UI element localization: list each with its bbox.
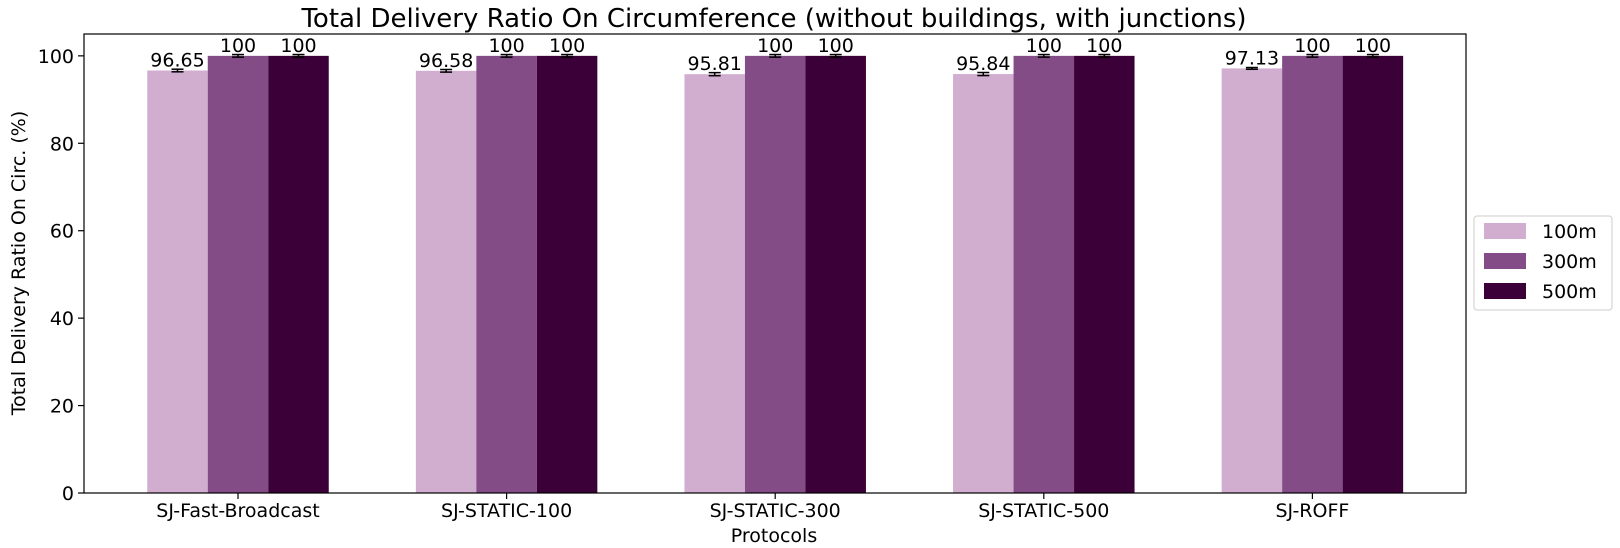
bar-100m-SJ-ROFF	[1221, 68, 1283, 494]
error-bar-500m-SJ-Fast-Broadcast	[292, 53, 305, 58]
error-bar-300m-SJ-Fast-Broadcast	[232, 53, 244, 58]
bar-100m-SJ-STATIC-500	[953, 74, 1014, 493]
error-bar-500m-SJ-STATIC-300	[829, 53, 842, 58]
value-label-300m-SJ-STATIC-300: 100	[757, 35, 793, 57]
bar-500m-SJ-ROFF	[1342, 55, 1404, 494]
bar-500m-SJ-STATIC-500	[1074, 55, 1135, 494]
value-label-100m-SJ-STATIC-300: 95.81	[687, 53, 741, 75]
value-label-300m-SJ-STATIC-100: 100	[488, 35, 524, 57]
chart-title: Total Delivery Ratio On Circumference (w…	[300, 4, 1246, 34]
error-bar-300m-SJ-STATIC-500	[1037, 53, 1050, 58]
value-label-100m-SJ-Fast-Broadcast: 96.65	[150, 50, 204, 72]
x-axis-label: Protocols	[731, 525, 817, 547]
error-bar-100m-SJ-ROFF	[1245, 66, 1258, 71]
bar-500m-SJ-STATIC-300	[805, 55, 866, 494]
error-bar-500m-SJ-STATIC-500	[1098, 53, 1111, 58]
value-label-300m-SJ-ROFF: 100	[1294, 35, 1330, 57]
y-tick-label: 60	[50, 221, 74, 243]
legend-label-300m: 300m	[1542, 251, 1597, 273]
error-bar-100m-SJ-STATIC-300	[708, 71, 721, 77]
bar-300m-SJ-STATIC-100	[476, 55, 537, 494]
error-bar-100m-SJ-STATIC-500	[977, 71, 990, 77]
y-tick-label: 40	[50, 308, 74, 330]
bar-300m-SJ-ROFF	[1282, 55, 1343, 494]
legend-swatch-300m	[1484, 253, 1526, 269]
error-bar-300m-SJ-STATIC-100	[500, 53, 513, 58]
x-tick-label-SJ-STATIC-500: SJ-STATIC-500	[978, 500, 1109, 522]
y-tick-label: 100	[38, 46, 74, 68]
error-bar-500m-SJ-ROFF	[1366, 53, 1379, 58]
legend: 100m 300m 500m	[1473, 215, 1613, 311]
bar-100m-SJ-STATIC-100	[415, 70, 477, 493]
value-label-500m-SJ-ROFF: 100	[1355, 35, 1391, 57]
legend-swatch-500m	[1484, 283, 1526, 299]
y-tick-label: 20	[50, 396, 74, 418]
bar-500m-SJ-Fast-Broadcast	[268, 55, 329, 494]
value-label-100m-SJ-ROFF: 97.13	[1225, 47, 1279, 69]
value-label-300m-SJ-STATIC-500: 100	[1026, 35, 1062, 57]
value-label-100m-SJ-STATIC-100: 96.58	[419, 50, 473, 72]
bars-group	[147, 55, 1404, 494]
value-label-500m-SJ-STATIC-500: 100	[1086, 35, 1122, 57]
legend-label-100m: 100m	[1542, 221, 1597, 243]
error-bar-100m-SJ-STATIC-100	[440, 68, 453, 73]
error-bar-300m-SJ-STATIC-300	[769, 53, 782, 58]
error-bar-300m-SJ-ROFF	[1306, 53, 1319, 58]
bar-300m-SJ-STATIC-500	[1013, 55, 1075, 494]
legend-swatch-100m	[1484, 223, 1526, 239]
error-bar-100m-SJ-Fast-Broadcast	[171, 68, 184, 73]
bar-100m-SJ-Fast-Broadcast	[147, 70, 208, 493]
value-label-300m-SJ-Fast-Broadcast: 100	[220, 35, 256, 57]
x-tick-label-SJ-STATIC-100: SJ-STATIC-100	[441, 500, 572, 522]
y-tick-label: 0	[62, 483, 74, 505]
legend-label-500m: 500m	[1542, 281, 1597, 303]
value-label-500m-SJ-STATIC-100: 100	[549, 35, 585, 57]
x-axis: SJ-Fast-Broadcast SJ-STATIC-100 SJ-STATIC-…	[156, 493, 1349, 522]
value-label-500m-SJ-STATIC-300: 100	[818, 35, 854, 57]
x-tick-label-SJ-STATIC-300: SJ-STATIC-300	[710, 500, 841, 522]
y-axis: 0 20 40 60 80 100	[38, 46, 84, 505]
y-tick-label: 80	[50, 133, 74, 155]
value-label-500m-SJ-Fast-Broadcast: 100	[280, 35, 316, 57]
value-label-100m-SJ-STATIC-500: 95.84	[956, 53, 1010, 75]
bar-300m-SJ-Fast-Broadcast	[207, 55, 269, 494]
value-labels-group: 96.65 100 100 96.58 100 100 95.81 100 100 95.84 10…	[150, 35, 1391, 75]
bar-100m-SJ-STATIC-300	[684, 74, 745, 494]
bar-500m-SJ-STATIC-100	[536, 55, 598, 494]
error-bars-group	[171, 53, 1379, 77]
x-tick-label-SJ-Fast-Broadcast: SJ-Fast-Broadcast	[156, 500, 319, 522]
x-tick-label-SJ-ROFF: SJ-ROFF	[1275, 500, 1349, 522]
bar-300m-SJ-STATIC-300	[744, 55, 806, 494]
error-bar-500m-SJ-STATIC-100	[561, 53, 574, 58]
y-axis-label: Total Delivery Ratio On Circ. (%)	[8, 111, 30, 417]
